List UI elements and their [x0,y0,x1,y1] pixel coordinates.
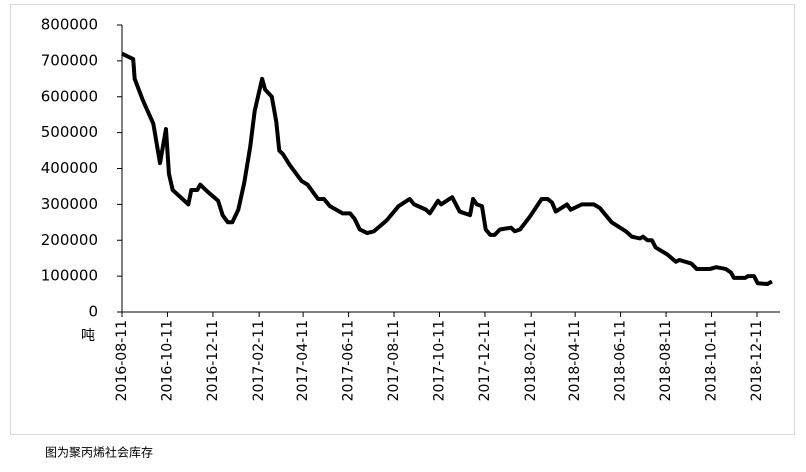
y-tick-label: 500000 [41,123,98,141]
y-tick-label: 200000 [41,231,98,249]
y-tick-label: 800000 [41,16,98,34]
x-tick-label: 2017-06-11 [341,320,357,401]
x-tick-label: 2016-10-11 [159,320,175,401]
x-tick-label: 2018-10-11 [704,320,720,401]
x-tick-label: 2016-12-11 [205,320,221,401]
y-tick-label: 700000 [41,51,98,69]
x-tick-label: 2017-10-11 [432,320,448,401]
unit-label: 吨 [81,328,95,344]
y-tick-label: 600000 [41,87,98,105]
y-tick-label: 400000 [41,159,98,177]
y-tick-label: 0 [88,303,98,321]
x-tick-label: 2018-04-11 [567,320,583,401]
x-tick-label: 2018-02-11 [523,320,539,401]
y-tick-label: 300000 [41,195,98,213]
x-tick-label: 2018-12-11 [749,320,765,401]
line [121,51,773,287]
x-tick-label: 2017-02-11 [251,320,267,401]
x-tick-label: 2016-08-11 [114,320,130,401]
x-tick-label: 2017-08-11 [386,320,402,401]
y-tick-label: 100000 [41,267,98,285]
caption: 图为聚丙烯社会库存 [45,445,153,460]
x-tick-label: 2018-08-11 [658,320,674,401]
x-tick-label: 2017-04-11 [295,320,311,401]
x-tick-label: 2017-12-11 [477,320,493,401]
x-tick-label: 2018-06-11 [613,320,629,401]
chart-frame [10,4,795,435]
